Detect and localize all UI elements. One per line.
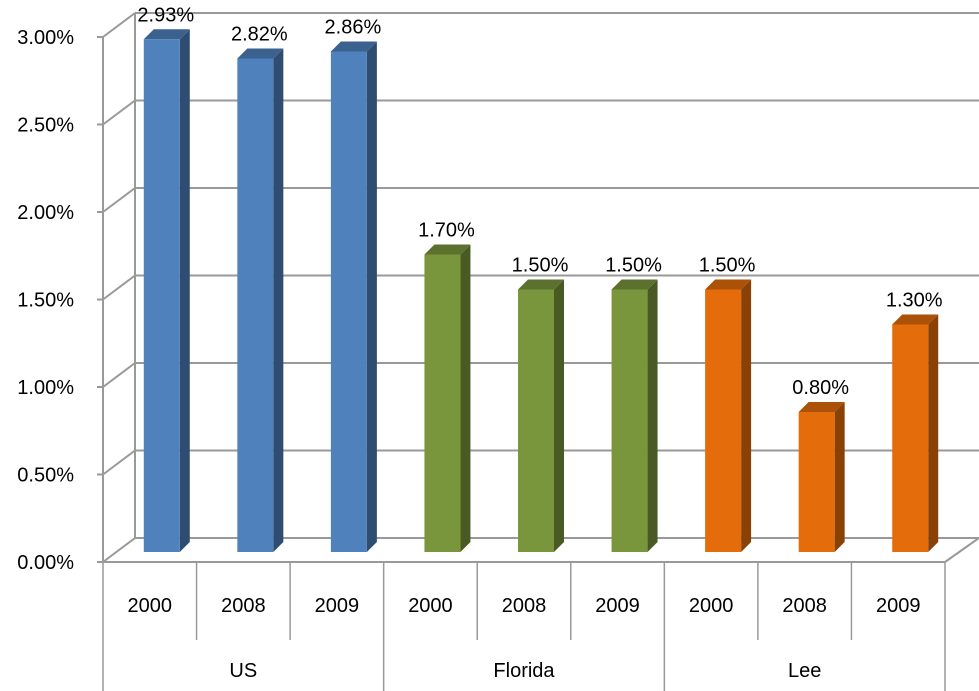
bar-side: [741, 279, 752, 552]
y-tick-label: 1.00%: [17, 377, 74, 399]
bar: [611, 289, 648, 552]
floor-right-edge: [944, 537, 979, 563]
x-category-label: 2000: [689, 595, 734, 617]
y-tick-label: 3.00%: [17, 27, 74, 49]
bar-side: [928, 314, 939, 552]
y-tick-label: 0.00%: [17, 552, 74, 574]
gridline-side: [102, 99, 136, 126]
data-label: 0.80%: [792, 377, 849, 399]
bar-top: [705, 279, 752, 290]
bar: [237, 58, 274, 552]
data-label: 1.50%: [605, 255, 662, 277]
bar-top: [424, 244, 471, 255]
bar-side: [366, 41, 377, 552]
y-tick-label: 1.50%: [17, 290, 74, 312]
bar-side: [179, 29, 190, 552]
gridline-side: [102, 362, 136, 388]
bar-side: [647, 279, 658, 552]
data-label: 2.86%: [325, 17, 382, 39]
bar-side: [460, 244, 471, 552]
bar: [705, 289, 742, 552]
x-group-label: Florida: [493, 660, 555, 682]
bar: [518, 289, 554, 552]
bar: [330, 51, 367, 552]
bar: [892, 324, 929, 552]
bar-top: [892, 314, 939, 325]
x-group-label: Lee: [788, 660, 821, 682]
x-category-label: 2009: [876, 595, 921, 617]
x-axis: 2000 2008 2009 2000 2008 2009 2000 2008 2009 US Fl…: [102, 562, 946, 691]
x-category-label: 2008: [782, 595, 827, 617]
bars: [143, 29, 939, 552]
bar-side: [554, 279, 564, 552]
x-category-label: 2000: [128, 595, 173, 617]
bar: [424, 254, 461, 552]
x-category-label: 2000: [408, 595, 453, 617]
data-label: 2.82%: [231, 24, 288, 46]
gridline-side: [102, 449, 136, 476]
bar-top: [143, 29, 190, 40]
x-category-label: 2008: [502, 595, 547, 617]
bar-side: [834, 402, 845, 552]
bar-top: [611, 279, 658, 290]
data-label: 1.50%: [512, 255, 569, 277]
bar-top: [237, 48, 284, 59]
data-label: 1.50%: [699, 255, 756, 277]
gridline-side: [102, 537, 136, 563]
y-tick-label: 2.50%: [17, 115, 74, 137]
gridline-side: [102, 274, 136, 301]
y-tick-label: 2.00%: [17, 202, 74, 224]
data-label: 1.70%: [418, 220, 475, 242]
bar-top: [330, 41, 377, 52]
y-axis-ticks: 0.00% 0.50% 1.00% 1.50% 2.00% 2.50% 3.00%: [17, 27, 74, 574]
bar: [143, 39, 180, 552]
bar-top: [798, 402, 845, 412]
x-category-label: 2009: [595, 595, 640, 617]
bar-side: [273, 48, 284, 552]
bar: [798, 412, 835, 552]
gridline-side: [102, 12, 136, 38]
data-label: 2.93%: [137, 4, 194, 26]
gridline-side: [102, 187, 136, 213]
x-category-label: 2009: [315, 595, 360, 617]
x-group-label: US: [229, 660, 257, 682]
data-label: 1.30%: [886, 290, 943, 312]
x-category-label: 2008: [221, 595, 266, 617]
data-labels: 2.93% 2.82% 2.86% 1.70% 1.50% 1.50% 1.50% 0.80%…: [137, 4, 942, 399]
bar-top: [518, 279, 564, 290]
y-tick-label: 0.50%: [17, 465, 74, 487]
